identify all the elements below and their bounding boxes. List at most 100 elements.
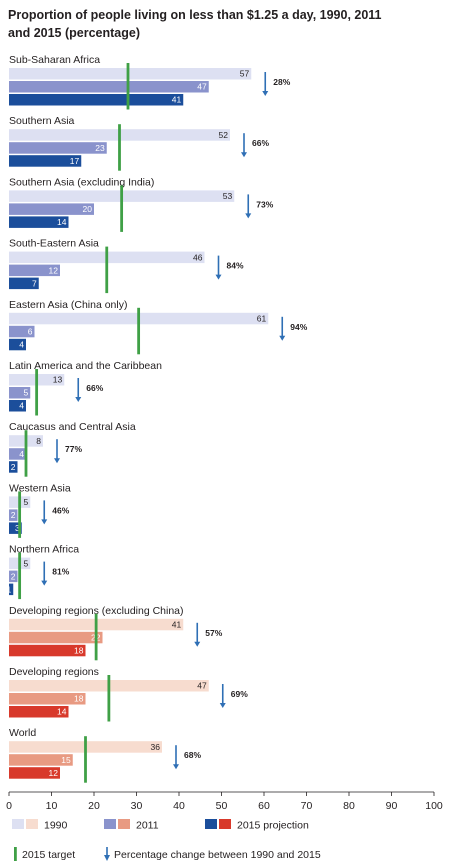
- target-marker: [18, 491, 22, 538]
- legend-label-2015-projection: 2015 projection: [237, 820, 309, 832]
- bar-2015-projection: [9, 155, 82, 167]
- target-marker: [18, 552, 22, 600]
- region-label: World: [9, 727, 36, 739]
- legend-arrow-head: [104, 855, 110, 861]
- target-marker: [84, 736, 87, 783]
- target-marker: [94, 613, 98, 661]
- target-marker: [118, 124, 121, 171]
- region-label: Southern Asia (excluding India): [9, 176, 154, 188]
- bar-2011: [9, 631, 103, 644]
- change-arrow-head: [75, 397, 82, 402]
- bar-value-label: 5: [24, 558, 29, 568]
- bar-value-label: 4: [19, 340, 24, 350]
- bar-2011: [9, 509, 18, 521]
- change-percent-label: 46%: [52, 505, 69, 515]
- x-tick-label: 40: [173, 800, 185, 812]
- change-percent-label: 28%: [273, 77, 290, 87]
- legend-label-1990: 1990: [44, 820, 68, 832]
- bar-value-label: 1: [7, 584, 12, 594]
- bar-value-label: 52: [219, 130, 229, 140]
- bar-value-label: 2: [11, 571, 16, 581]
- bar-2011: [9, 81, 209, 93]
- bar-2015-projection: [9, 338, 26, 351]
- x-tick-label: 0: [6, 800, 12, 812]
- legend: 1990 2011 2015 projection 2015 target Percen…: [12, 819, 321, 861]
- bar-value-label: 36: [151, 742, 161, 752]
- bar-value-label: 13: [53, 375, 63, 385]
- region-label: South-Eastern Asia: [9, 238, 99, 250]
- bar-2015-projection: [9, 216, 69, 228]
- legend-label-2011: 2011: [136, 820, 159, 832]
- region-label: Southern Asia: [9, 115, 75, 127]
- x-axis: 0 10 20 30 40 50 60 70 80 90 100: [6, 791, 443, 812]
- region-group: Developing regions (excluding China)4122…: [9, 605, 223, 661]
- change-arrow-head: [245, 213, 252, 219]
- bar-2015-projection: [9, 94, 184, 106]
- region-label: Latin America and the Caribbean: [9, 360, 162, 372]
- bar-2011: [9, 264, 60, 277]
- bar-2015-projection: [9, 644, 86, 657]
- bar-value-label: 14: [57, 217, 67, 227]
- bar-value-label: 41: [172, 620, 182, 630]
- target-marker: [120, 185, 124, 232]
- bar-2015-projection: [9, 400, 26, 412]
- target-marker: [24, 430, 28, 477]
- bar-value-label: 53: [223, 191, 233, 201]
- change-percent-label: 57%: [205, 628, 222, 638]
- bar-value-label: 46: [193, 252, 203, 262]
- change-percent-label: 84%: [227, 261, 244, 271]
- x-tick-label: 100: [425, 800, 443, 812]
- x-tick-label: 80: [343, 800, 355, 812]
- bar-value-label: 20: [83, 204, 93, 214]
- bar-value-label: 4: [19, 449, 24, 459]
- target-marker: [35, 369, 39, 416]
- target-marker: [105, 246, 109, 294]
- bar-value-label: 12: [49, 768, 59, 778]
- bar-value-label: 2: [11, 510, 16, 520]
- bar-2015-projection: [9, 461, 18, 473]
- bar-2011: [9, 448, 26, 460]
- bar-1990: [9, 68, 252, 80]
- bar-value-label: 2: [11, 462, 16, 472]
- region-label: Eastern Asia (China only): [9, 299, 127, 311]
- bar-value-label: 12: [49, 265, 59, 275]
- legend-label-target: 2015 target: [22, 849, 75, 861]
- legend-swatch-1990-red: [26, 819, 38, 829]
- x-tick-label: 20: [88, 800, 100, 812]
- region-label: Developing regions: [9, 666, 99, 678]
- bar-2015-projection: [9, 767, 60, 779]
- bar-value-label: 8: [36, 436, 41, 446]
- bar-value-label: 6: [28, 327, 33, 337]
- legend-swatch-1990-blue: [12, 819, 24, 829]
- region-group: Northern Africa 52 1 81%: [7, 544, 79, 600]
- region-group: Eastern Asia (China only) 61 64 94%: [9, 299, 308, 355]
- chart-title-line-2: and 2015 (percentage): [8, 26, 140, 40]
- region-label: Sub-Saharan Africa: [9, 54, 100, 66]
- region-label: Western Asia: [9, 482, 71, 494]
- bar-2015-projection: [9, 277, 39, 290]
- bar-2011: [9, 570, 18, 583]
- region-group: Developing regions 47 18 14 69%: [9, 666, 248, 722]
- change-arrow-head: [173, 764, 179, 770]
- change-percent-label: 66%: [86, 383, 103, 393]
- change-arrow-head: [54, 458, 60, 464]
- bar-value-label: 3: [15, 523, 20, 533]
- bar-value-label: 61: [257, 314, 267, 324]
- legend-target-marker: [14, 847, 17, 861]
- region-group: Southern Asia 52 23 17 66%: [9, 115, 269, 171]
- change-percent-label: 66%: [252, 138, 269, 148]
- bar-value-label: 47: [197, 681, 207, 691]
- change-percent-label: 94%: [290, 322, 307, 332]
- region-label: Caucasus and Central Asia: [9, 421, 136, 433]
- change-arrow-head: [215, 274, 222, 280]
- bar-2015-projection: [9, 522, 22, 534]
- change-percent-label: 68%: [184, 750, 201, 760]
- x-tick-label: 70: [301, 800, 313, 812]
- change-percent-label: 81%: [52, 567, 69, 577]
- bar-2011: [9, 693, 86, 705]
- legend-swatch-2015-blue: [205, 819, 217, 829]
- bar-value-label: 14: [57, 707, 67, 717]
- bar-value-label: 18: [74, 646, 84, 656]
